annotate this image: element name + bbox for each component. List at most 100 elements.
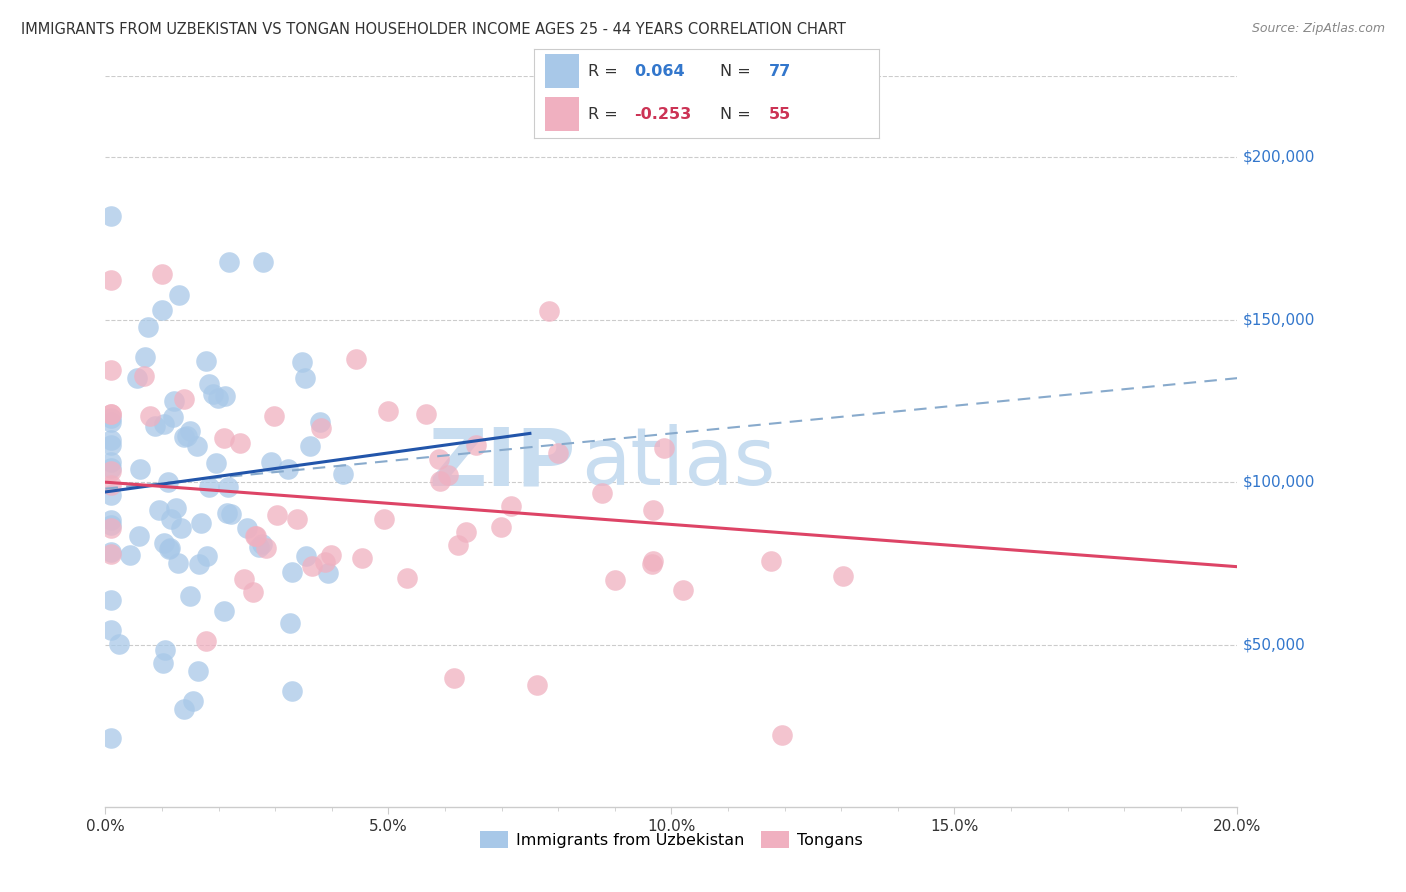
Point [125,371,148,385]
Point [217,480,239,494]
Bar [544,97,579,131]
Point [201,386,224,401]
Point [547,445,569,459]
Point [373,512,395,526]
Point [447,538,470,552]
Text: IMMIGRANTS FROM UZBEKISTAN VS TONGAN HOUSEHOLDER INCOME AGES 25 - 44 YEARS CORRE: IMMIGRANTS FROM UZBEKISTAN VS TONGAN HOU… [21,22,846,37]
Point [301,559,323,574]
Point [278,615,301,630]
Text: R =: R = [588,107,623,121]
Point [429,475,451,489]
Point [537,304,560,318]
Point [640,557,662,571]
Point [641,503,664,517]
Point [770,728,793,742]
Point [207,391,229,405]
Point [100,488,122,502]
Point [205,456,228,470]
Point [197,376,219,391]
Point [163,393,186,408]
Text: $200,000: $200,000 [1243,150,1316,165]
Point [181,694,204,708]
Point [173,702,195,716]
Point [194,633,217,648]
Point [136,320,159,334]
Point [427,452,450,467]
Point [212,431,235,445]
Point [179,589,201,603]
Point [100,438,122,452]
Point [150,302,173,317]
Point [100,464,122,478]
Point [100,518,122,533]
Point [167,288,190,302]
Point [250,537,273,551]
Point [254,541,277,555]
Point [157,541,180,556]
Point [294,371,316,385]
Point [100,593,122,607]
Point [100,407,122,421]
Point [242,584,264,599]
Point [214,389,236,403]
Point [761,553,783,567]
Point [128,529,150,543]
Point [832,569,855,583]
Point [160,512,183,526]
Point [219,508,242,522]
Point [162,409,184,424]
Point [266,508,288,523]
Point [100,521,122,535]
Point [415,407,437,421]
Point [148,502,170,516]
Point [100,547,122,561]
Point [100,478,122,492]
Point [229,435,252,450]
Point [129,461,152,475]
Point [672,583,695,598]
Point [263,409,285,423]
Point [603,573,626,587]
Point [100,731,122,745]
Point [316,566,339,580]
Point [100,545,122,559]
Point [309,416,332,430]
Point [197,549,219,564]
Point [526,678,548,692]
Point [152,268,174,282]
Point [170,521,193,535]
Point [641,554,664,568]
Point [299,439,322,453]
Legend: Immigrants from Uzbekistan, Tongans: Immigrants from Uzbekistan, Tongans [474,825,869,855]
Point [499,499,522,513]
Point [176,429,198,443]
Text: 77: 77 [769,64,790,78]
Point [249,540,271,554]
Text: $150,000: $150,000 [1243,312,1316,327]
Text: $50,000: $50,000 [1243,637,1306,652]
Point [281,684,304,698]
Point [236,521,259,535]
Text: N =: N = [720,64,756,78]
Point [454,524,477,539]
Point [167,557,190,571]
Point [218,255,240,269]
Point [155,643,177,657]
Text: 0.064: 0.064 [634,64,685,78]
Text: -0.253: -0.253 [634,107,692,121]
Point [260,455,283,469]
Text: $100,000: $100,000 [1243,475,1316,490]
Point [252,255,274,269]
Point [118,548,141,562]
Point [173,392,195,406]
Point [100,454,122,468]
Point [139,409,162,423]
Text: atlas: atlas [581,425,775,502]
Point [285,512,308,526]
Point [332,467,354,481]
Point [314,555,336,569]
Point [100,460,122,475]
Point [152,657,174,671]
Point [294,549,316,564]
Point [100,415,122,429]
